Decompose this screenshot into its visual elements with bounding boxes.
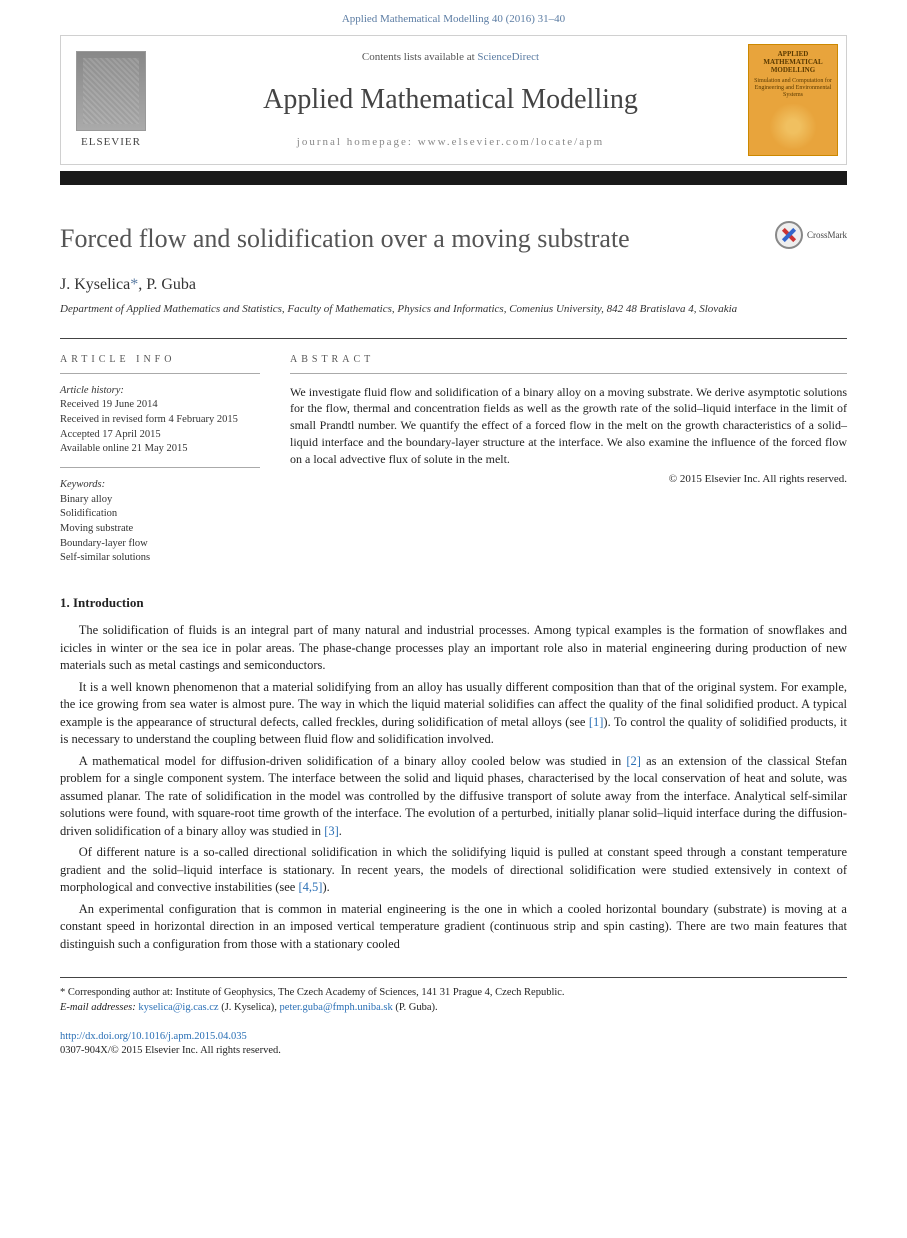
intro-para-3: A mathematical model for diffusion-drive… <box>60 753 847 841</box>
abstract-text: We investigate fluid flow and solidifica… <box>290 384 847 468</box>
keyword-item: Boundary-layer flow <box>60 537 260 552</box>
email-name-1: (J. Kyselica), <box>219 1002 280 1013</box>
journal-homepage[interactable]: journal homepage: www.elsevier.com/locat… <box>297 135 604 150</box>
masthead-underbar <box>60 171 847 185</box>
corresponding-note: * Corresponding author at: Institute of … <box>60 986 847 1001</box>
keyword-item: Solidification <box>60 507 260 522</box>
doi-link[interactable]: http://dx.doi.org/10.1016/j.apm.2015.04.… <box>60 1030 847 1045</box>
p3-text-a: A mathematical model for diffusion-drive… <box>79 754 627 768</box>
thumb-subtitle: Simulation and Computation for Engineeri… <box>753 78 833 98</box>
p3-text-c: . <box>339 824 342 838</box>
history-revised: Received in revised form 4 February 2015 <box>60 413 260 428</box>
crossmark-widget[interactable]: CrossMark <box>775 221 847 249</box>
corresponding-marker: * <box>130 276 138 293</box>
crossmark-icon <box>775 221 803 249</box>
intro-para-5: An experimental configuration that is co… <box>60 901 847 954</box>
ref-link-3[interactable]: [3] <box>324 824 339 838</box>
thumb-art-icon <box>768 104 818 149</box>
article-info-heading: ARTICLE INFO <box>60 353 260 374</box>
p4-text-a: Of different nature is a so-called direc… <box>60 845 847 894</box>
section-heading-intro: 1. Introduction <box>60 594 847 612</box>
elsevier-tree-icon <box>76 51 146 131</box>
masthead-center: Contents lists available at ScienceDirec… <box>161 36 740 164</box>
journal-masthead: ELSEVIER Contents lists available at Sci… <box>60 35 847 165</box>
thumb-title: APPLIED MATHEMATICAL MODELLING <box>753 51 833 74</box>
affiliation: Department of Applied Mathematics and St… <box>60 302 847 317</box>
keyword-item: Moving substrate <box>60 522 260 537</box>
email-link-1[interactable]: kyselica@ig.cas.cz <box>138 1002 218 1013</box>
article-title: Forced flow and solidification over a mo… <box>60 221 775 257</box>
ref-link-2[interactable]: [2] <box>626 754 641 768</box>
journal-cover-thumb: APPLIED MATHEMATICAL MODELLING Simulatio… <box>748 44 838 156</box>
crossmark-label: CrossMark <box>807 229 847 242</box>
abstract-heading: ABSTRACT <box>290 353 847 374</box>
history-accepted: Accepted 17 April 2015 <box>60 428 260 443</box>
keywords-label: Keywords: <box>60 478 260 493</box>
email-label: E-mail addresses: <box>60 1002 138 1013</box>
contents-available-line: Contents lists available at ScienceDirec… <box>362 50 539 65</box>
intro-para-4: Of different nature is a so-called direc… <box>60 844 847 897</box>
author-list: J. Kyselica*, P. Guba <box>60 274 847 296</box>
intro-para-2: It is a well known phenomenon that a mat… <box>60 679 847 749</box>
author-2: , P. Guba <box>138 276 196 293</box>
history-label: Article history: <box>60 384 260 399</box>
email-link-2[interactable]: peter.guba@fmph.uniba.sk <box>280 1002 393 1013</box>
journal-name: Applied Mathematical Modelling <box>263 80 638 119</box>
abstract-copyright: © 2015 Elsevier Inc. All rights reserved… <box>290 472 847 487</box>
elsevier-logo: ELSEVIER <box>61 36 161 164</box>
header-citation: Applied Mathematical Modelling 40 (2016)… <box>0 0 907 35</box>
history-received: Received 19 June 2014 <box>60 398 260 413</box>
ref-link-4-5[interactable]: [4,5] <box>298 880 322 894</box>
article-info-column: ARTICLE INFO Article history: Received 1… <box>60 353 260 567</box>
email-line: E-mail addresses: kyselica@ig.cas.cz (J.… <box>60 1001 847 1016</box>
keyword-item: Binary alloy <box>60 493 260 508</box>
footnote-block: * Corresponding author at: Institute of … <box>60 977 847 1059</box>
author-1: J. Kyselica <box>60 276 130 293</box>
history-online: Available online 21 May 2015 <box>60 442 260 457</box>
sciencedirect-link[interactable]: ScienceDirect <box>477 51 539 63</box>
p4-text-b: ). <box>322 880 329 894</box>
ref-link-1[interactable]: [1] <box>589 715 604 729</box>
contents-prefix: Contents lists available at <box>362 51 477 63</box>
keyword-item: Self-similar solutions <box>60 551 260 566</box>
abstract-column: ABSTRACT We investigate fluid flow and s… <box>290 353 847 567</box>
intro-para-1: The solidification of fluids is an integ… <box>60 622 847 675</box>
elsevier-label: ELSEVIER <box>81 135 141 150</box>
issn-copyright: 0307-904X/© 2015 Elsevier Inc. All right… <box>60 1044 847 1059</box>
email-name-2: (P. Guba). <box>393 1002 438 1013</box>
